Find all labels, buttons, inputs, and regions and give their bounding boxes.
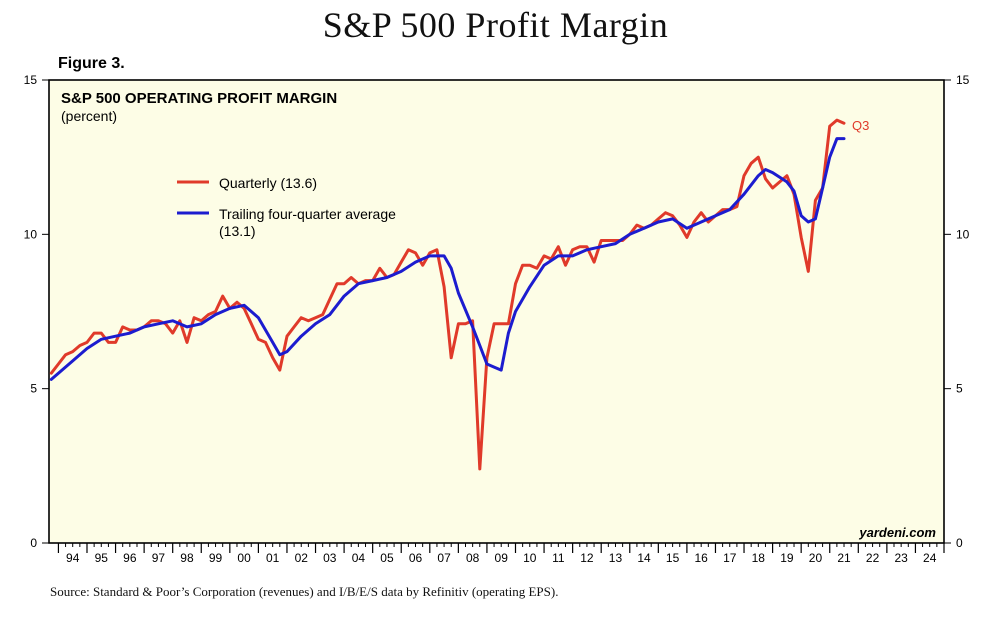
x-tick-label: 01 [266, 551, 280, 565]
legend-label-quarterly: Quarterly (13.6) [219, 175, 317, 191]
x-tick-label: 22 [866, 551, 880, 565]
y-tick-label-left: 15 [24, 73, 38, 87]
x-tick-label: 16 [695, 551, 709, 565]
x-tick-label: 94 [66, 551, 80, 565]
plot-area [48, 79, 945, 544]
x-tick-label: 08 [466, 551, 480, 565]
x-tick-label: 99 [209, 551, 223, 565]
x-tick-label: 00 [237, 551, 251, 565]
x-tick-label: 95 [95, 551, 109, 565]
y-tick-label-right: 5 [956, 382, 963, 396]
x-tick-label: 19 [780, 551, 794, 565]
x-tick-label: 05 [380, 551, 394, 565]
x-tick-label: 07 [437, 551, 451, 565]
x-tick-label: 15 [666, 551, 680, 565]
x-tick-label: 04 [352, 551, 366, 565]
x-axis: 94 95 96 97 98 99 00 01 02 03 04 05 06 07 08 09 10 11 12 13… [57, 543, 945, 565]
legend-label-trailing-line2: (13.1) [219, 223, 256, 239]
legend-label-trailing-line1: Trailing four-quarter average [219, 206, 396, 222]
y-tick-label-left: 0 [30, 536, 37, 550]
x-tick-label: 97 [152, 551, 166, 565]
x-tick-label: 13 [609, 551, 623, 565]
legend: Quarterly (13.6) Trailing four-quarter a… [177, 175, 400, 239]
end-label-q3: Q3 [852, 118, 869, 133]
x-tick-label: 17 [723, 551, 737, 565]
x-tick-label: 09 [495, 551, 509, 565]
x-tick-label: 96 [123, 551, 137, 565]
y-tick-label-left: 10 [24, 227, 38, 241]
x-tick-label: 03 [323, 551, 337, 565]
x-tick-label: 06 [409, 551, 423, 565]
source-note: Source: Standard & Poor’s Corporation (r… [50, 584, 559, 599]
x-tick-label: 18 [752, 551, 766, 565]
x-tick-label: 98 [180, 551, 194, 565]
x-tick-label: 23 [894, 551, 908, 565]
series-layer [49, 118, 846, 471]
x-tick-label: 10 [523, 551, 537, 565]
page-title: S&P 500 Profit Margin [322, 5, 669, 45]
y-tick-label-left: 5 [30, 382, 37, 396]
legend-label-trailing: Trailing four-quarter average (13.1) [219, 206, 400, 239]
y-axis-left: 0 5 10 15 [24, 73, 49, 550]
y-tick-label-right: 10 [956, 227, 970, 241]
x-tick-label: 20 [809, 551, 823, 565]
x-tick-label: 14 [637, 551, 651, 565]
x-tick-label: 11 [552, 551, 565, 565]
x-tick-label: 02 [295, 551, 309, 565]
chart-title: S&P 500 OPERATING PROFIT MARGIN [61, 90, 337, 107]
x-tick-label: 21 [837, 551, 851, 565]
y-tick-label-right: 0 [956, 536, 963, 550]
series-line-trailing-average [49, 137, 846, 381]
y-axis-right: 0 5 10 15 [944, 73, 970, 550]
watermark: yardeni.com [858, 525, 936, 540]
figure-label: Figure 3. [58, 55, 125, 72]
y-tick-label-right: 15 [956, 73, 970, 87]
chart-subtitle: (percent) [61, 108, 117, 124]
x-tick-label: 12 [580, 551, 594, 565]
x-tick-label: 24 [923, 551, 937, 565]
